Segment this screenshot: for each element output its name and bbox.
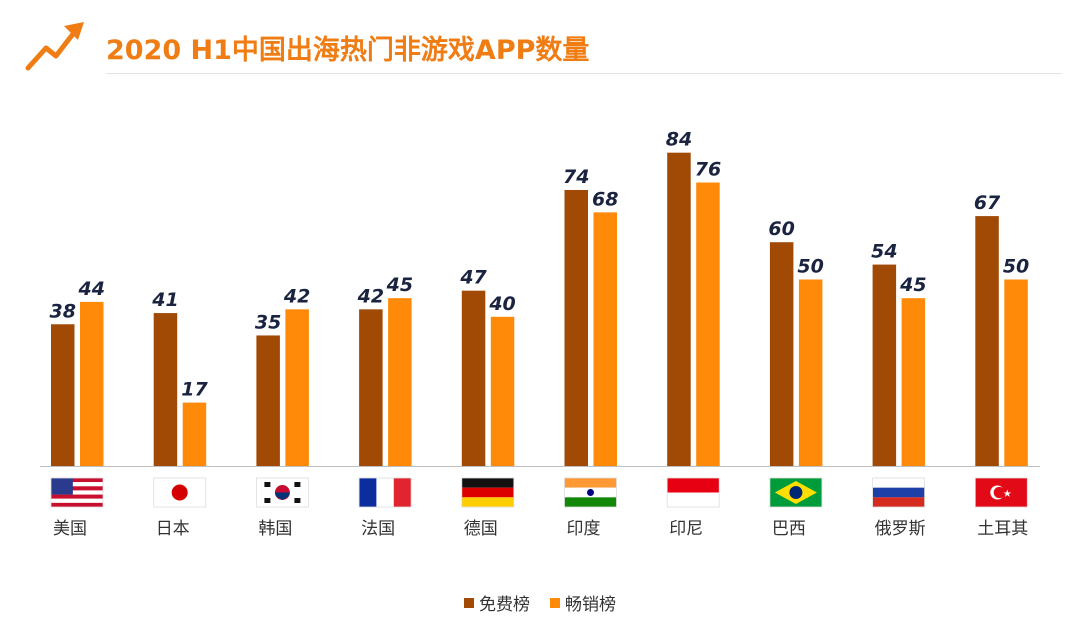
bar-paid (1004, 279, 1028, 466)
category-label: 俄罗斯 (875, 519, 926, 539)
bar-chart: 3844美国4117日本3542韩国4245法国4740德国7468印度8476… (40, 129, 1040, 539)
data-label-paid: 44 (78, 278, 105, 300)
bar-free (51, 324, 75, 466)
trend-arrow-icon (25, 22, 84, 71)
data-label-paid: 76 (695, 159, 721, 181)
data-label-paid: 40 (488, 293, 515, 315)
germany-flag-icon (461, 477, 515, 508)
category-label: 德国 (464, 519, 498, 539)
bar-paid (80, 301, 104, 466)
data-label-paid: 50 (1003, 256, 1029, 278)
data-label-paid: 42 (283, 285, 310, 307)
bar-paid (182, 402, 207, 466)
france-flag-icon (358, 477, 412, 508)
data-label-paid: 17 (181, 379, 208, 401)
chart-header: 2020 H1中国出海热门非游戏APP数量 (22, 14, 1062, 76)
bar-free (872, 264, 897, 466)
legend-label-free: 免费榜 (479, 595, 530, 615)
bar-free (769, 242, 794, 466)
india-flag-icon (564, 477, 617, 508)
bar-free (667, 152, 691, 466)
data-label-paid: 50 (797, 256, 823, 278)
category-label: 印度 (567, 519, 601, 539)
data-label-free: 47 (459, 267, 487, 289)
data-label-free: 38 (50, 300, 76, 322)
data-label-free: 74 (563, 166, 589, 188)
brazil-flag-icon (769, 477, 823, 508)
bar-paid (798, 279, 823, 466)
legend-swatch-free (464, 597, 474, 608)
data-label-paid: 68 (592, 188, 618, 210)
data-label-free: 42 (357, 285, 384, 307)
bar-free (256, 335, 280, 466)
legend-label-paid: 畅销榜 (565, 595, 616, 615)
data-label-paid: 45 (899, 274, 926, 296)
category-label: 巴西 (772, 519, 806, 539)
bar-paid (388, 298, 412, 466)
category-label: 美国 (53, 519, 87, 539)
legend: 免费榜 畅销榜 (0, 590, 1080, 615)
category-label: 土耳其 (977, 519, 1028, 539)
bar-free (461, 290, 486, 466)
bar-paid (696, 182, 720, 466)
category-label: 印尼 (669, 519, 703, 539)
chart-title: 2020 H1中国出海热门非游戏APP数量 (106, 35, 590, 66)
bar-free (153, 313, 178, 466)
data-label-free: 60 (768, 218, 794, 240)
bar-free (359, 309, 383, 466)
bar-free (564, 189, 588, 467)
legend-item-paid: 畅销榜 (550, 590, 616, 615)
japan-flag-icon (153, 477, 207, 508)
title-divider (106, 73, 1062, 74)
bar-paid (285, 309, 309, 466)
indonesia-flag-icon (666, 477, 720, 508)
category-label: 韩国 (258, 519, 292, 539)
korea-flag-icon (255, 477, 309, 508)
data-label-free: 84 (666, 129, 692, 151)
legend-swatch-paid (550, 597, 560, 608)
us-flag-icon (50, 477, 104, 508)
data-label-free: 35 (255, 311, 281, 333)
bar-paid (490, 316, 515, 466)
data-label-free: 54 (871, 241, 897, 263)
data-label-free: 41 (151, 289, 178, 311)
turkey-flag-icon (974, 477, 1028, 508)
bar-free (975, 216, 999, 466)
bar-paid (593, 212, 617, 466)
category-label: 日本 (156, 519, 190, 539)
data-label-paid: 45 (386, 274, 413, 296)
russia-flag-icon (872, 477, 925, 508)
category-label: 法国 (361, 519, 395, 539)
legend-item-free: 免费榜 (464, 590, 530, 615)
bar-paid (901, 298, 926, 466)
data-label-free: 67 (974, 192, 1001, 214)
